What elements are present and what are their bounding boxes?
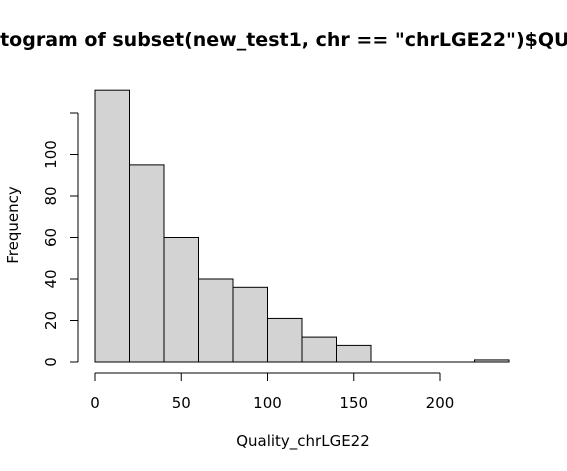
x-tick-label: 100 (253, 394, 282, 412)
histogram-bar (232, 286, 268, 363)
y-tick-label: 80 (42, 186, 60, 205)
histogram-bar (163, 237, 199, 363)
histogram-bar (336, 344, 372, 363)
histogram-bar (129, 164, 165, 363)
y-tick-label: 20 (42, 311, 60, 330)
histogram-bars (94, 89, 510, 363)
histogram-bar (94, 89, 130, 363)
x-tick-label: 50 (172, 394, 191, 412)
x-tick-label: 200 (426, 394, 455, 412)
y-axis-label: Frequency (4, 186, 22, 264)
histogram-bar (301, 336, 337, 363)
x-axis: 0 50 100 150 200 (90, 372, 455, 412)
y-axis: 0 20 40 60 80 100 (42, 112, 79, 367)
histogram-bar (474, 359, 510, 363)
y-tick-label: 40 (42, 269, 60, 288)
y-tick-label: 0 (42, 357, 60, 367)
x-tick-label: 150 (339, 394, 368, 412)
chart-title: Histogram of subset(new_test1, chr == "c… (0, 29, 567, 51)
y-tick-label: 100 (42, 140, 60, 169)
y-tick-label: 60 (42, 228, 60, 247)
histogram-bar (198, 278, 234, 363)
histogram-bar (267, 317, 303, 363)
x-tick-label: 0 (90, 394, 100, 412)
x-axis-label: Quality_chrLGE22 (236, 432, 370, 451)
